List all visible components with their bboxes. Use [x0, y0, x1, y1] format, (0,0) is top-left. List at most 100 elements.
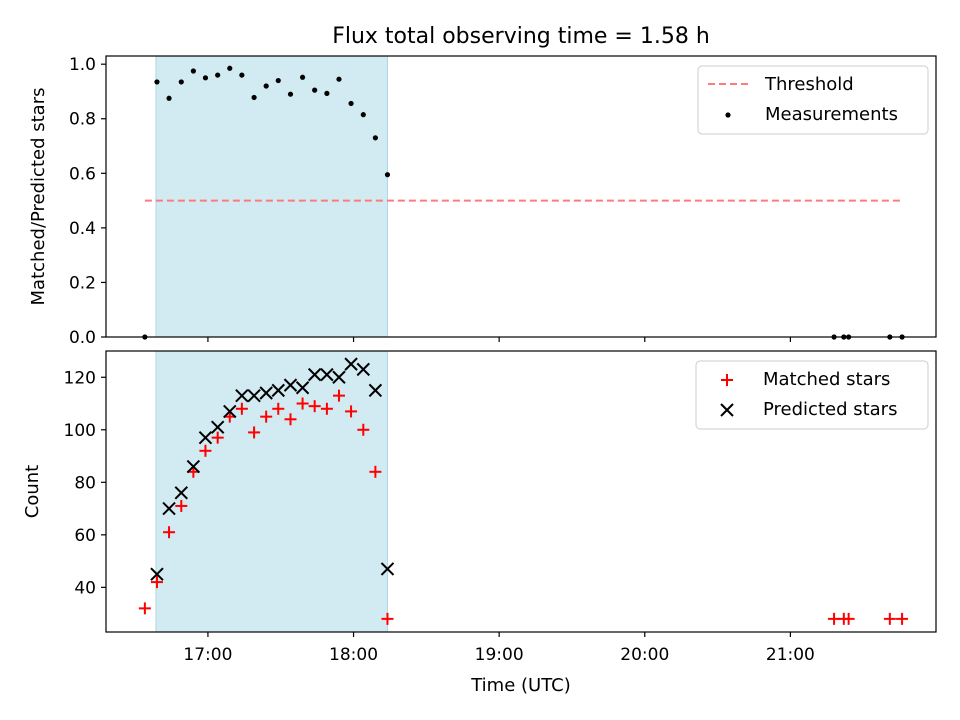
- y-tick-label: 0.0: [69, 328, 96, 348]
- measurement-point: [312, 87, 318, 93]
- matched-point: [163, 526, 176, 539]
- y-tick-label: 1.0: [69, 55, 96, 75]
- top-axes-frame: [105, 55, 937, 338]
- matched-point: [296, 397, 309, 410]
- predicted-point: [295, 381, 310, 395]
- predicted-point: [174, 486, 188, 500]
- legend-predicted-swatch: [720, 403, 734, 417]
- legend-predicted-label: Predicted stars: [763, 399, 897, 420]
- predicted-point: [162, 501, 176, 516]
- matched-point: [896, 612, 909, 625]
- measurement-point: [287, 91, 294, 97]
- matched-point: [272, 402, 285, 415]
- legend-measurements-swatch: [725, 112, 731, 118]
- measurement-point: [299, 74, 306, 80]
- matched-point: [357, 423, 370, 436]
- matched-point: [381, 612, 394, 625]
- measurement-point: [372, 135, 378, 141]
- measurement-point: [263, 83, 269, 89]
- legend-matched-swatch: [721, 374, 733, 386]
- x-tick-label: 20:00: [620, 645, 669, 665]
- predicted-point: [320, 367, 334, 382]
- y-tick-label: 0.8: [69, 110, 96, 130]
- x-tick-label: 21:00: [766, 645, 815, 665]
- predicted-point: [380, 562, 395, 576]
- predicted-point: [198, 430, 213, 445]
- measurement-point: [178, 79, 184, 85]
- observing-interval-shade-top: [155, 55, 388, 338]
- measurement-point: [190, 68, 196, 74]
- bottom-legend-box: [695, 360, 929, 430]
- matched-point: [138, 602, 151, 615]
- measurement-point: [202, 75, 209, 81]
- matched-point: [284, 413, 297, 426]
- measurement-point: [166, 95, 172, 101]
- top-panel: 0.0 0.2 0.4 0.6 0.8 1.0 Matched/Predicted sta…: [28, 55, 937, 348]
- predicted-point: [271, 383, 285, 398]
- top-legend: Threshold Measurements: [697, 65, 929, 135]
- x-tick-label: 17:00: [183, 645, 232, 665]
- predicted-point: [259, 386, 273, 400]
- legend-measurements-label: Measurements: [765, 104, 898, 125]
- predicted-point: [247, 388, 261, 403]
- top-y-ticks: 0.0 0.2 0.4 0.6 0.8 1.0: [69, 55, 106, 348]
- predicted-point: [235, 388, 249, 403]
- matched-point: [883, 612, 896, 625]
- matched-point: [320, 402, 333, 415]
- measurement-point: [275, 77, 281, 84]
- measurement-point: [239, 72, 245, 78]
- top-legend-box: [697, 65, 929, 135]
- predicted-point: [223, 404, 237, 419]
- bottom-y-axis-label: Count: [22, 465, 43, 518]
- y-tick-label: 0.4: [69, 219, 96, 239]
- x-tick-label: 19:00: [475, 645, 524, 665]
- predicted-point: [332, 370, 346, 384]
- y-tick-label: 40: [74, 578, 96, 598]
- matched-point: [175, 499, 188, 512]
- measurement-point: [324, 90, 330, 96]
- measurement-point: [154, 79, 160, 85]
- matched-point: [345, 405, 358, 418]
- y-tick-label: 80: [74, 473, 96, 493]
- x-tick-label: 18:00: [329, 645, 378, 665]
- bottom-y-ticks: 40 60 80 100 120: [64, 368, 106, 598]
- matched-point: [150, 576, 163, 589]
- predicted-point: [210, 420, 225, 434]
- predicted-point: [356, 362, 371, 377]
- bottom-x-ticks: 17:00 18:00 19:00 20:00 21:00: [183, 632, 815, 665]
- predicted-point: [307, 367, 322, 382]
- matched-point: [235, 402, 248, 415]
- predicted-point: [283, 378, 298, 392]
- measurement-point: [384, 172, 391, 178]
- legend-matched-label: Matched stars: [763, 369, 890, 390]
- measurement-point: [251, 94, 257, 101]
- y-tick-label: 0.6: [69, 164, 96, 184]
- bottom-legend: Matched stars Predicted stars: [695, 360, 929, 430]
- bottom-axes-frame: [105, 350, 937, 633]
- top-y-axis-label: Matched/Predicted stars: [28, 88, 49, 306]
- matched-point: [260, 410, 273, 423]
- measurement-point: [348, 100, 354, 107]
- predicted-point: [344, 357, 358, 371]
- chart-title: Flux total observing time = 1.58 h: [332, 24, 710, 49]
- legend-threshold-label: Threshold: [764, 74, 854, 95]
- x-axis-label: Time (UTC): [470, 675, 571, 696]
- matched-point: [308, 400, 321, 413]
- matched-point: [332, 389, 345, 402]
- measurement-point: [360, 112, 366, 118]
- y-tick-label: 0.2: [69, 273, 96, 293]
- measurement-point: [227, 65, 233, 71]
- predicted-point: [186, 459, 201, 474]
- matched-point: [211, 431, 224, 444]
- predicted-point: [150, 567, 164, 581]
- top-x-ticks: [207, 337, 791, 342]
- bottom-panel: 40 60 80 100 120 17:00 18:00 19:00 20:00 21:00 C…: [22, 350, 937, 696]
- count-points: [138, 357, 909, 625]
- measurement-point: [336, 76, 342, 82]
- matched-point: [248, 426, 261, 439]
- y-tick-label: 60: [74, 526, 96, 546]
- matched-point: [199, 444, 212, 457]
- predicted-point: [368, 383, 383, 398]
- measurement-point: [215, 72, 221, 78]
